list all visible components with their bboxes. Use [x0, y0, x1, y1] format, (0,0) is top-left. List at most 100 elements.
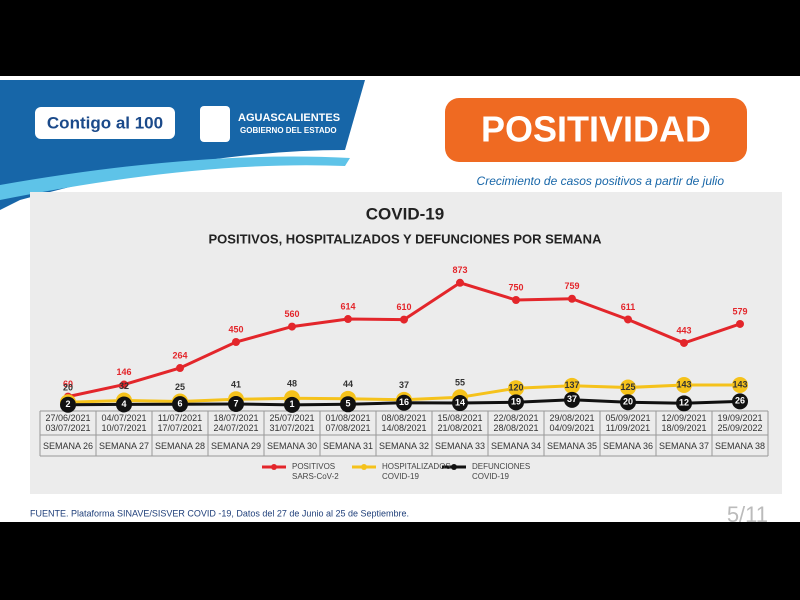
tagline: Crecimiento de casos positivos a partir …	[477, 174, 725, 188]
data-point	[620, 394, 636, 411]
logo-box	[35, 107, 175, 139]
date-range: 25/07/2021 31/07/2021	[269, 413, 315, 433]
data-label: 48	[287, 379, 297, 389]
data-label: 579	[732, 306, 747, 316]
date-range: 29/08/2021 04/09/2021	[549, 413, 595, 433]
week-label: SEMANA 36	[602, 441, 654, 451]
data-point	[60, 396, 76, 413]
date-range: 11/07/2021 17/07/2021	[157, 413, 203, 433]
data-point	[120, 380, 128, 389]
data-point	[568, 294, 576, 303]
data-label: 120	[508, 383, 523, 393]
date-range: 19/09/2021 25/09/2022	[717, 413, 763, 433]
data-label: 2	[65, 399, 70, 409]
date-range: 27/06/2021 03/07/2021	[45, 413, 91, 433]
data-point	[344, 315, 352, 324]
week-label: SEMANA 30	[266, 441, 318, 451]
data-label: 14	[455, 397, 465, 407]
data-label: 450	[228, 324, 243, 334]
data-point	[624, 315, 632, 324]
date-range: 01/08/2021 07/08/2021	[325, 413, 371, 433]
data-point	[288, 322, 296, 331]
chart-subtitle: POSITIVOS, HOSPITALIZADOS Y DEFUNCIONES …	[209, 231, 603, 246]
data-label: 5	[345, 399, 350, 409]
data-label: 610	[396, 302, 411, 312]
data-label: 60	[63, 379, 73, 389]
data-label: 16	[399, 397, 409, 407]
data-label: 611	[621, 302, 636, 312]
data-point	[172, 396, 188, 413]
logo: Contigo al 100	[47, 113, 163, 132]
data-label: 37	[567, 394, 577, 404]
data-label: 6	[177, 399, 182, 409]
data-point	[508, 380, 524, 397]
data-point	[732, 393, 748, 410]
date-range: 04/07/2021 10/07/2021	[101, 413, 147, 433]
data-label: 137	[564, 380, 579, 390]
data-point	[176, 364, 184, 373]
legend-marker	[451, 464, 457, 470]
data-label: 264	[172, 350, 187, 360]
date-range: 12/09/2021 18/09/2021	[661, 413, 707, 433]
week-label: SEMANA 31	[322, 441, 374, 451]
legend-marker	[271, 464, 277, 470]
chart-title: COVID-19	[366, 204, 444, 223]
data-point	[620, 379, 636, 396]
data-label: 146	[116, 367, 131, 377]
data-label: 443	[676, 325, 691, 335]
data-point	[116, 396, 132, 413]
data-label: 26	[735, 396, 745, 406]
data-label: 143	[676, 379, 691, 389]
data-label: 25	[175, 382, 185, 392]
header-swoosh-light	[0, 156, 350, 200]
data-label: 750	[508, 282, 523, 292]
date-range: 22/08/2021 28/08/2021	[493, 413, 539, 433]
page-number: 5/11	[727, 502, 768, 527]
data-label: 55	[455, 378, 465, 388]
week-label: SEMANA 34	[490, 441, 542, 451]
data-label: 873	[452, 265, 467, 275]
legend-label: HOSPITALIZADOS COVID-19	[382, 462, 451, 481]
data-point	[564, 391, 580, 408]
badge	[445, 98, 747, 162]
data-point	[340, 396, 356, 413]
data-point	[452, 395, 468, 412]
week-label: SEMANA 28	[154, 441, 206, 451]
government-sub: GOBIERNO DEL ESTADO	[240, 126, 337, 135]
week-label: SEMANA 27	[98, 441, 150, 451]
data-point	[564, 377, 580, 394]
data-point	[284, 396, 300, 413]
data-label: 1	[289, 399, 294, 409]
data-point	[396, 394, 412, 411]
data-point	[680, 338, 688, 347]
data-label: 41	[231, 380, 241, 390]
data-point	[456, 278, 464, 287]
data-label: 37	[399, 380, 409, 390]
crest	[200, 106, 230, 142]
data-label: 560	[284, 309, 299, 319]
week-label: SEMANA 35	[546, 441, 598, 451]
government: AGUASCALIENTES	[238, 112, 340, 124]
data-label: 12	[679, 398, 689, 408]
data-point	[508, 394, 524, 411]
week-label: SEMANA 33	[434, 441, 486, 451]
data-label: 44	[343, 379, 353, 389]
data-label: 20	[63, 383, 73, 393]
data-label: 614	[340, 301, 355, 311]
source: FUENTE. Plataforma SINAVE/SISVER COVID -…	[30, 508, 409, 518]
legend-marker	[361, 464, 367, 470]
data-label: 143	[732, 379, 747, 389]
chart-panel	[30, 192, 782, 494]
date-range: 08/08/2021 14/08/2021	[381, 413, 427, 433]
date-range: 05/09/2021 11/09/2021	[605, 413, 651, 433]
data-label: 125	[620, 382, 635, 392]
legend-label: POSITIVOS SARS-CoV-2	[292, 462, 339, 481]
week-label: SEMANA 37	[658, 441, 710, 451]
legend-label: DEFUNCIONES COVID-19	[472, 462, 531, 481]
data-point	[232, 338, 240, 346]
data-point	[400, 315, 408, 324]
badge-text: POSITIVIDAD	[481, 109, 711, 150]
data-label: 759	[564, 281, 579, 291]
